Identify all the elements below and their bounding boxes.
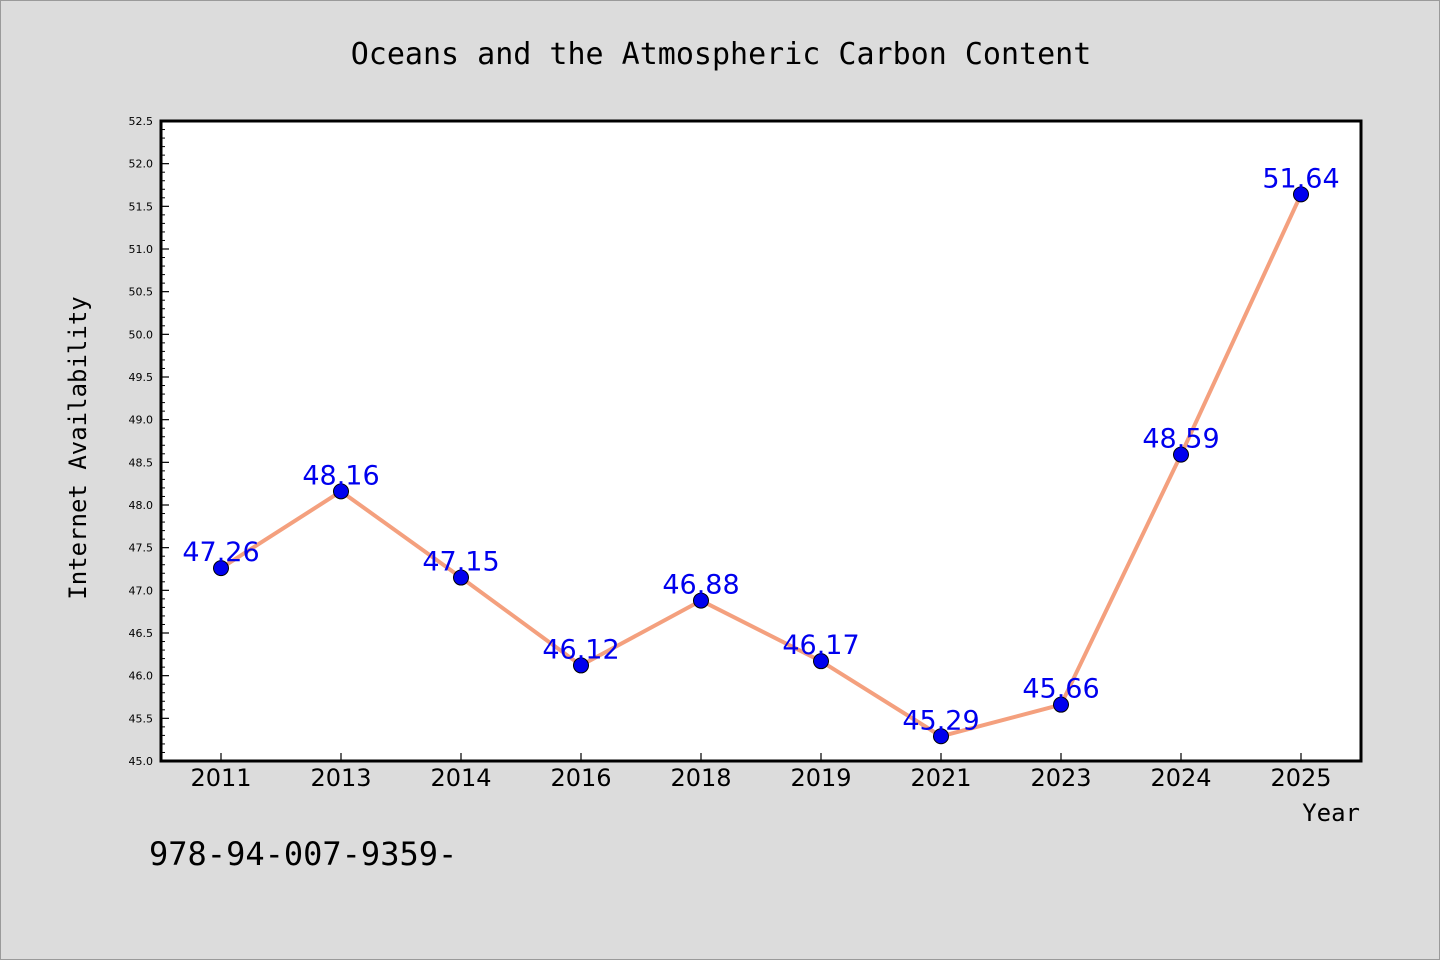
data-label: 46.17 (782, 630, 859, 661)
y-tick-label: 47.5 (129, 542, 154, 555)
y-tick-label: 46.0 (129, 670, 154, 683)
x-tick-label: 2018 (670, 764, 731, 792)
data-point (1173, 446, 1189, 463)
x-tick-label: 2013 (310, 764, 371, 792)
plot-area (159, 119, 1363, 763)
y-tick-label: 45.0 (129, 755, 154, 768)
y-tick-label: 51.0 (129, 243, 154, 256)
data-label: 45.29 (902, 705, 979, 736)
y-tick-label: 47.0 (129, 584, 154, 597)
series-line (219, 193, 1303, 739)
x-tick-label: 2016 (550, 764, 611, 792)
y-tick-label: 49.0 (129, 414, 154, 427)
data-label: 48.59 (1142, 424, 1219, 455)
y-tick-label: 46.5 (129, 627, 154, 640)
series-line-group: 47.26 48.16 47.15 46.12 46.88 46.17 45.29 45.66… (182, 163, 1340, 745)
y-tick-label: 51.5 (129, 200, 154, 213)
data-label: 51.64 (1262, 163, 1339, 194)
data-label: 46.12 (542, 634, 619, 665)
y-tick-label: 52.5 (129, 115, 154, 128)
y-tick-label: 50.5 (129, 286, 154, 299)
data-label: 46.88 (662, 570, 739, 601)
isbn-annotation: 978-94-007-9359- (149, 835, 457, 873)
y-tick-label: 45.5 (129, 712, 154, 725)
data-label: 47.26 (182, 537, 259, 568)
y-tick-label: 48.5 (129, 456, 154, 469)
data-point (933, 728, 949, 745)
y-tick-label: 50.0 (129, 328, 154, 341)
y-tick-label: 48.0 (129, 499, 154, 512)
x-tick-label: 2011 (190, 764, 251, 792)
data-label: 48.16 (302, 460, 379, 491)
y-tick-label: 49.5 (129, 371, 154, 384)
data-point (453, 569, 469, 586)
data-point (813, 653, 829, 670)
x-tick-label: 2014 (430, 764, 491, 792)
x-tick-label: 2024 (1150, 764, 1211, 792)
data-point (693, 592, 709, 609)
data-point (1053, 696, 1069, 713)
data-point (213, 560, 229, 577)
data-label: 45.66 (1022, 674, 1099, 705)
y-axis: 45.0 45.5 46.0 46.5 47.0 47.5 48.0 48.5 49.0 49.5… (129, 115, 169, 768)
x-tick-label: 2021 (910, 764, 971, 792)
x-tick-label: 2025 (1270, 764, 1331, 792)
chart-title: Oceans and the Atmospheric Carbon Conten… (351, 37, 1092, 72)
data-label: 47.15 (422, 547, 499, 578)
data-point (573, 657, 589, 674)
y-axis-label: Internet Availability (64, 296, 92, 599)
data-point (333, 483, 349, 500)
x-tick-label: 2023 (1030, 764, 1091, 792)
data-point (1293, 186, 1309, 203)
x-axis-label: Year (1302, 799, 1360, 827)
x-tick-label: 2019 (790, 764, 851, 792)
y-tick-label: 52.0 (129, 158, 154, 171)
x-axis: 2011 2013 2014 2016 2018 2019 2021 2023 2024 2025 (190, 753, 1332, 792)
